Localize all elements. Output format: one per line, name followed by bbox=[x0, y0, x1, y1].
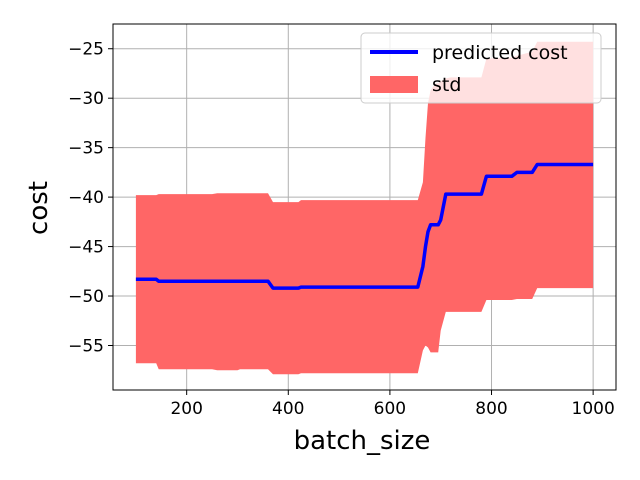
legend-label-predicted-cost: predicted cost bbox=[432, 42, 568, 64]
legend: predicted cost std bbox=[360, 32, 602, 104]
y-axis-label: cost bbox=[24, 181, 54, 235]
y-tick-label: −30 bbox=[68, 89, 104, 109]
x-tick-label: 200 bbox=[170, 399, 202, 419]
predicted-cost-line bbox=[135, 162, 594, 290]
plot-area bbox=[135, 41, 594, 375]
y-tick-label: −45 bbox=[68, 238, 104, 258]
x-tick-label: 400 bbox=[272, 399, 304, 419]
x-tick-label: 600 bbox=[374, 399, 406, 419]
x-tick-label: 1000 bbox=[572, 399, 615, 419]
axes-frame bbox=[112, 23, 617, 391]
legend-label-std: std bbox=[432, 74, 461, 96]
x-axis: 200 400 600 800 1000 bbox=[170, 390, 615, 419]
y-tick-label: −25 bbox=[68, 40, 104, 60]
y-tick-label: −55 bbox=[68, 336, 104, 356]
x-tick-label: 800 bbox=[475, 399, 507, 419]
y-axis: −55 −50 −45 −40 −35 −30 −25 bbox=[68, 40, 113, 356]
y-tick-label: −50 bbox=[68, 287, 104, 307]
legend-box bbox=[360, 32, 602, 104]
legend-band-swatch bbox=[370, 76, 418, 93]
y-tick-label: −40 bbox=[68, 188, 104, 208]
y-tick-label: −35 bbox=[68, 139, 104, 159]
x-axis-label: batch_size bbox=[294, 426, 431, 456]
std-band bbox=[135, 41, 594, 375]
